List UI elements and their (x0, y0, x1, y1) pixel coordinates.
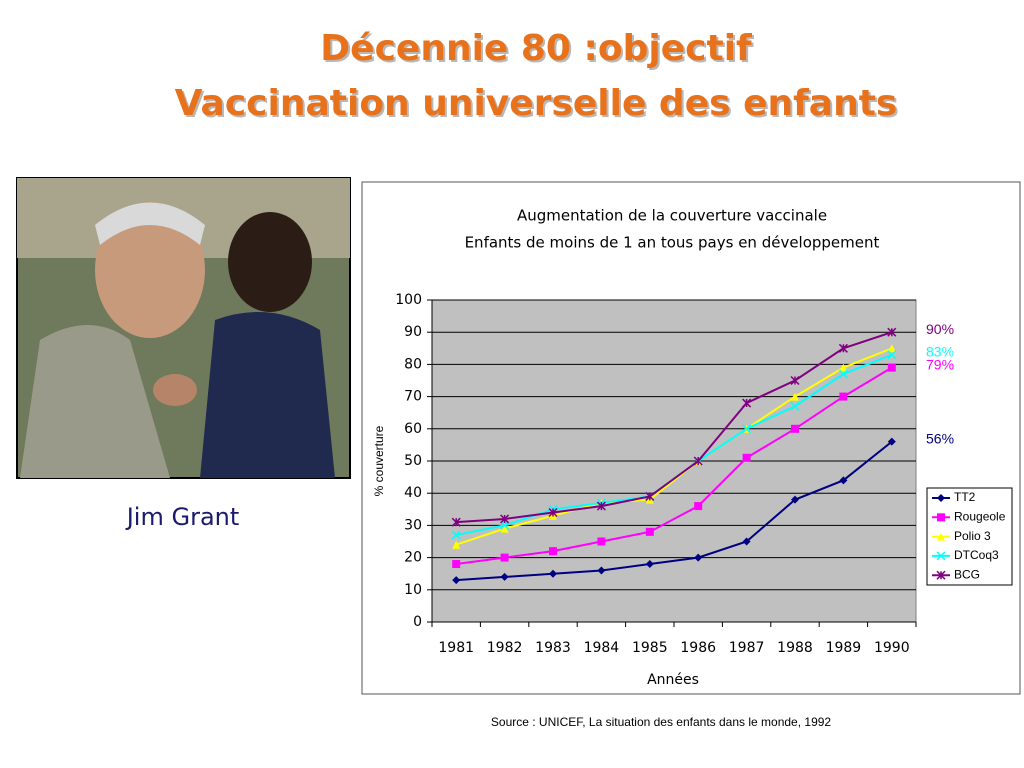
series-line (455, 347, 893, 546)
legend-label: BCG (954, 567, 980, 581)
data-point (549, 569, 557, 578)
chart-title: Augmentation de la couverture vaccinale (517, 207, 827, 225)
data-point (597, 537, 606, 546)
data-point (790, 375, 800, 386)
title-line: Vaccination universelle des enfants (175, 83, 898, 124)
y-tick-label: 20 (404, 550, 422, 566)
data-point (548, 507, 558, 518)
data-point (838, 369, 848, 379)
data-point (887, 327, 897, 337)
legend-label: Polio 3 (954, 529, 991, 543)
x-tick-label: 1981 (438, 640, 474, 656)
y-tick-label: 60 (404, 421, 422, 437)
y-tick-label: 70 (404, 389, 422, 405)
y-tick-label: 50 (404, 453, 422, 469)
chart-subtitle: Enfants de moins de 1 an tous pays en dé… (465, 234, 880, 252)
photo (16, 177, 351, 479)
series-line (456, 440, 893, 582)
x-tick-label: 1990 (874, 640, 910, 656)
data-point (452, 540, 461, 549)
legend-label: TT2 (954, 490, 976, 504)
data-point (500, 572, 509, 581)
data-point (500, 514, 510, 524)
data-point (742, 398, 752, 408)
y-tick-label: 0 (413, 614, 422, 630)
data-point (500, 520, 510, 530)
data-point (839, 392, 848, 401)
data-point (451, 530, 461, 540)
data-point (791, 392, 799, 401)
photo-caption: Jim Grant (125, 503, 240, 531)
title-shadow: Décennie 80 :objectif (322, 30, 754, 71)
data-point (500, 524, 509, 533)
x-tick-label: 1988 (777, 640, 813, 656)
data-point (887, 344, 896, 353)
legend-label: Rougeole (954, 509, 1006, 523)
data-point (596, 501, 606, 511)
data-point (742, 424, 752, 434)
data-point (597, 566, 606, 575)
data-point (791, 424, 799, 433)
legend-marker (937, 532, 945, 541)
legend-marker (937, 513, 945, 522)
data-point (742, 537, 751, 546)
data-point (839, 363, 848, 372)
data-point (452, 576, 461, 585)
value-label: 79% (926, 356, 954, 372)
y-tick-label: 80 (404, 356, 422, 372)
title-shadow: Vaccination universelle des enfants (177, 85, 900, 126)
legend-marker (936, 551, 946, 561)
x-tick-label: 1987 (729, 640, 765, 656)
y-tick-label: 40 (404, 485, 422, 501)
y-tick-label: 10 (404, 582, 422, 598)
data-point (645, 527, 654, 536)
title-line: Décennie 80 :objectif (320, 28, 752, 69)
data-point (887, 363, 896, 372)
x-tick-label: 1982 (487, 640, 523, 656)
x-tick-label: 1989 (826, 640, 862, 656)
legend-marker (937, 494, 945, 502)
x-axis-label: Années (647, 672, 699, 688)
data-point (549, 547, 557, 556)
data-point (694, 553, 703, 562)
y-tick-label: 100 (395, 292, 422, 308)
y-tick-label: 30 (404, 517, 422, 533)
x-tick-label: 1985 (632, 640, 668, 656)
y-axis-label: % couverture (372, 425, 386, 496)
value-label: 56% (926, 430, 954, 446)
value-label: 90% (926, 321, 954, 337)
legend-label: DTCoq3 (954, 548, 999, 562)
series-line (456, 366, 893, 566)
data-point (887, 350, 897, 360)
source: Source : UNICEF, La situation des enfant… (491, 715, 832, 729)
data-point (452, 560, 461, 569)
value-label: 83% (926, 343, 954, 359)
data-point (838, 343, 848, 353)
x-tick-label: 1984 (584, 640, 620, 656)
x-tick-label: 1986 (680, 640, 716, 656)
data-point (839, 476, 848, 485)
data-point (887, 437, 896, 446)
data-point (645, 491, 655, 501)
data-point (693, 456, 703, 466)
data-point (742, 453, 751, 462)
legend-marker (936, 570, 946, 580)
series-line (456, 331, 893, 524)
x-tick-label: 1983 (535, 640, 571, 656)
data-point (791, 495, 799, 504)
data-point (500, 553, 509, 562)
data-point (451, 517, 461, 527)
data-point (694, 502, 703, 511)
data-point (790, 401, 800, 411)
y-tick-label: 90 (404, 324, 422, 340)
data-point (645, 560, 654, 569)
